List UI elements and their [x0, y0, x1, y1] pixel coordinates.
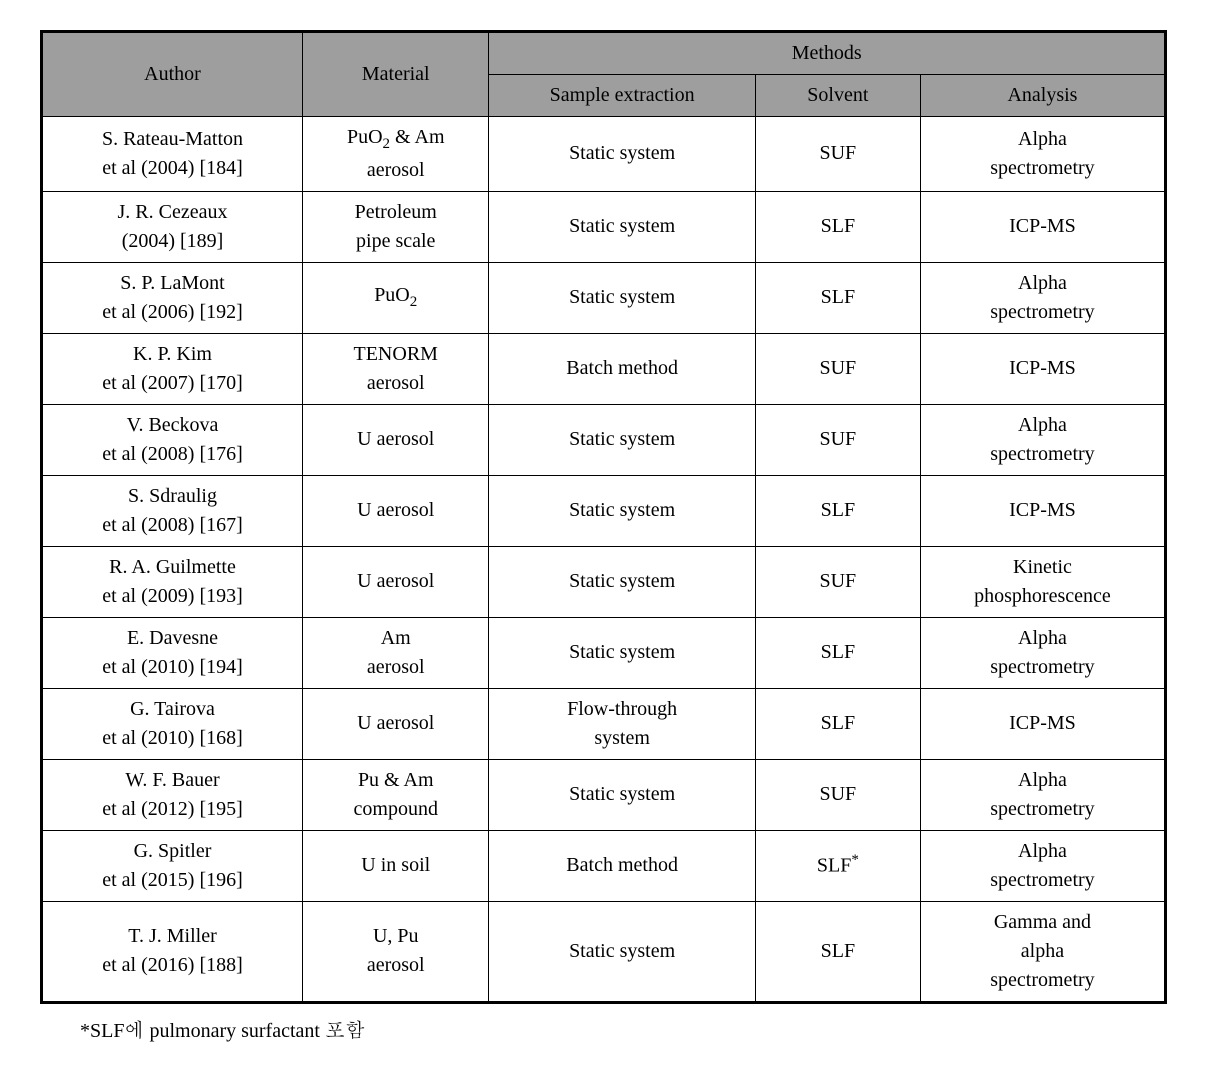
cell-solvent: SLF: [755, 617, 920, 688]
methods-table-wrap: Author Material Methods Sample extractio…: [40, 30, 1167, 1043]
table-row: T. J. Milleret al (2016) [188]U, Puaeros…: [42, 901, 1166, 1002]
cell-author: G. Spitleret al (2015) [196]: [42, 830, 303, 901]
cell-author: K. P. Kimet al (2007) [170]: [42, 333, 303, 404]
cell-material: TENORMaerosol: [303, 333, 489, 404]
cell-analysis: Alphaspectrometry: [920, 262, 1165, 333]
table-header: Author Material Methods Sample extractio…: [42, 32, 1166, 117]
header-material: Material: [303, 32, 489, 117]
cell-analysis: ICP-MS: [920, 191, 1165, 262]
cell-material: U aerosol: [303, 404, 489, 475]
cell-sample: Static system: [489, 901, 755, 1002]
cell-material: Pu & Amcompound: [303, 759, 489, 830]
table-row: R. A. Guilmetteet al (2009) [193]U aeros…: [42, 546, 1166, 617]
cell-analysis: Alphaspectrometry: [920, 404, 1165, 475]
cell-material: Amaerosol: [303, 617, 489, 688]
cell-author: S. P. LaMontet al (2006) [192]: [42, 262, 303, 333]
cell-author: T. J. Milleret al (2016) [188]: [42, 901, 303, 1002]
cell-analysis: Gamma andalphaspectrometry: [920, 901, 1165, 1002]
cell-solvent: SLF: [755, 191, 920, 262]
footnote: *SLF에 pulmonary surfactant 포함: [40, 1014, 1167, 1043]
cell-material: PuO2: [303, 262, 489, 333]
cell-solvent: SUF: [755, 333, 920, 404]
cell-material: Petroleumpipe scale: [303, 191, 489, 262]
cell-sample: Batch method: [489, 830, 755, 901]
cell-author: E. Davesneet al (2010) [194]: [42, 617, 303, 688]
methods-table: Author Material Methods Sample extractio…: [40, 30, 1167, 1004]
cell-sample: Static system: [489, 117, 755, 192]
cell-material: U, Puaerosol: [303, 901, 489, 1002]
cell-sample: Static system: [489, 191, 755, 262]
header-sample-extraction: Sample extraction: [489, 75, 755, 117]
cell-analysis: ICP-MS: [920, 688, 1165, 759]
cell-solvent: SLF: [755, 262, 920, 333]
cell-solvent: SUF: [755, 546, 920, 617]
cell-solvent: SUF: [755, 404, 920, 475]
cell-analysis: Kineticphosphorescence: [920, 546, 1165, 617]
cell-sample: Static system: [489, 262, 755, 333]
cell-material: PuO2 & Amaerosol: [303, 117, 489, 192]
cell-author: S. Sdrauliget al (2008) [167]: [42, 475, 303, 546]
cell-solvent: SLF: [755, 475, 920, 546]
table-row: J. R. Cezeaux(2004) [189]Petroleumpipe s…: [42, 191, 1166, 262]
cell-author: S. Rateau-Mattonet al (2004) [184]: [42, 117, 303, 192]
cell-author: V. Beckovaet al (2008) [176]: [42, 404, 303, 475]
header-author: Author: [42, 32, 303, 117]
cell-analysis: Alphaspectrometry: [920, 830, 1165, 901]
cell-analysis: Alphaspectrometry: [920, 117, 1165, 192]
cell-material: U aerosol: [303, 546, 489, 617]
table-row: S. Sdrauliget al (2008) [167]U aerosolSt…: [42, 475, 1166, 546]
table-body: S. Rateau-Mattonet al (2004) [184]PuO2 &…: [42, 117, 1166, 1003]
cell-solvent: SLF: [755, 901, 920, 1002]
cell-sample: Static system: [489, 759, 755, 830]
header-analysis: Analysis: [920, 75, 1165, 117]
cell-analysis: Alphaspectrometry: [920, 759, 1165, 830]
cell-solvent: SUF: [755, 117, 920, 192]
cell-sample: Static system: [489, 404, 755, 475]
cell-author: J. R. Cezeaux(2004) [189]: [42, 191, 303, 262]
cell-sample: Static system: [489, 617, 755, 688]
table-row: G. Tairovaet al (2010) [168]U aerosolFlo…: [42, 688, 1166, 759]
cell-material: U in soil: [303, 830, 489, 901]
header-solvent: Solvent: [755, 75, 920, 117]
cell-author: W. F. Baueret al (2012) [195]: [42, 759, 303, 830]
cell-author: G. Tairovaet al (2010) [168]: [42, 688, 303, 759]
cell-solvent: SLF: [755, 688, 920, 759]
cell-sample: Flow-throughsystem: [489, 688, 755, 759]
cell-sample: Static system: [489, 475, 755, 546]
table-row: W. F. Baueret al (2012) [195]Pu & Amcomp…: [42, 759, 1166, 830]
cell-solvent: SLF*: [755, 830, 920, 901]
table-row: V. Beckovaet al (2008) [176]U aerosolSta…: [42, 404, 1166, 475]
table-row: K. P. Kimet al (2007) [170]TENORMaerosol…: [42, 333, 1166, 404]
cell-material: U aerosol: [303, 475, 489, 546]
table-row: S. P. LaMontet al (2006) [192]PuO2Static…: [42, 262, 1166, 333]
cell-analysis: ICP-MS: [920, 333, 1165, 404]
table-row: E. Davesneet al (2010) [194]AmaerosolSta…: [42, 617, 1166, 688]
cell-material: U aerosol: [303, 688, 489, 759]
cell-sample: Static system: [489, 546, 755, 617]
table-row: G. Spitleret al (2015) [196]U in soilBat…: [42, 830, 1166, 901]
cell-author: R. A. Guilmetteet al (2009) [193]: [42, 546, 303, 617]
cell-analysis: Alphaspectrometry: [920, 617, 1165, 688]
cell-solvent: SUF: [755, 759, 920, 830]
cell-sample: Batch method: [489, 333, 755, 404]
cell-analysis: ICP-MS: [920, 475, 1165, 546]
table-row: S. Rateau-Mattonet al (2004) [184]PuO2 &…: [42, 117, 1166, 192]
header-methods: Methods: [489, 32, 1166, 75]
